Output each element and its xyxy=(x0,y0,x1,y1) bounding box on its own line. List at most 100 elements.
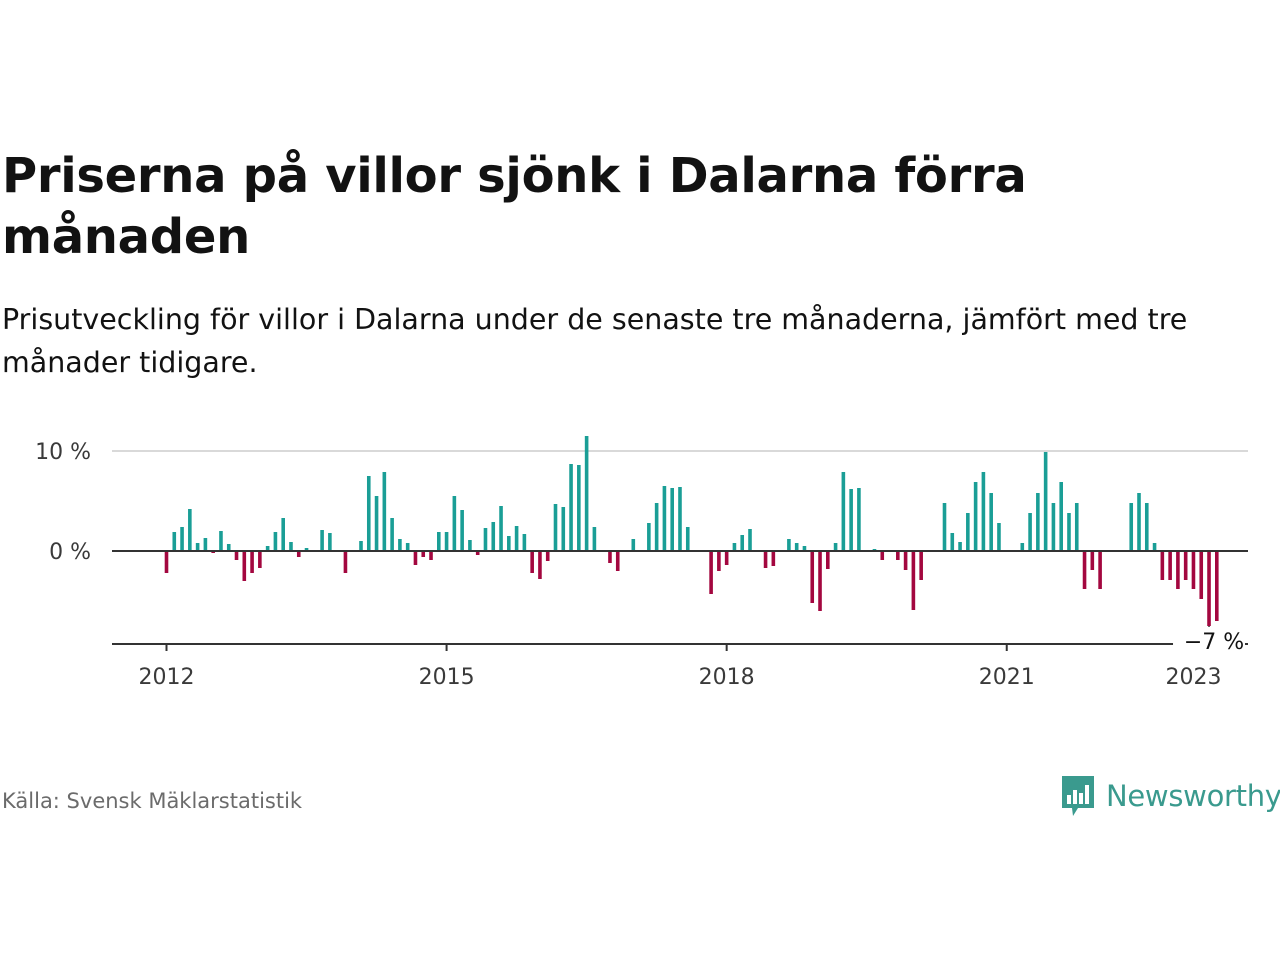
bar xyxy=(1028,513,1032,551)
bar xyxy=(514,526,519,551)
bar xyxy=(919,551,923,580)
bar xyxy=(289,542,293,551)
bar xyxy=(499,506,503,551)
bar xyxy=(1129,503,1134,551)
annotation: −7 % xyxy=(1173,626,1246,655)
bar xyxy=(849,489,853,551)
bar xyxy=(398,539,402,551)
bar xyxy=(437,532,441,551)
bar xyxy=(709,551,713,594)
bar xyxy=(421,551,426,557)
bar xyxy=(880,551,885,560)
bar xyxy=(553,504,558,551)
x-axis: 2012 2015 2018 2021 2023 xyxy=(112,550,1248,690)
bar xyxy=(265,546,270,551)
chart-subtitle: Prisutveckling för villor i Dalarna unde… xyxy=(2,303,1188,379)
bar xyxy=(250,551,254,573)
bar xyxy=(382,472,387,551)
bar xyxy=(810,551,815,603)
bar xyxy=(390,518,394,551)
bar xyxy=(203,538,208,551)
bar xyxy=(569,464,573,551)
bar xyxy=(405,543,410,551)
bar xyxy=(226,544,231,551)
bar xyxy=(172,532,177,551)
bar xyxy=(997,523,1001,551)
bar xyxy=(818,551,822,611)
bar xyxy=(1020,543,1025,551)
bar xyxy=(413,551,418,565)
bar xyxy=(483,528,488,551)
bar xyxy=(328,533,332,551)
bar xyxy=(1082,551,1087,589)
bar xyxy=(164,551,169,573)
newsworthy-logo[interactable]: Newsworthy xyxy=(1060,774,1280,818)
bar xyxy=(631,539,636,551)
bar xyxy=(343,551,348,573)
x-tick-label: 2012 xyxy=(139,665,195,690)
bar xyxy=(258,551,262,568)
bar xyxy=(833,543,838,551)
bar xyxy=(374,496,379,551)
bar xyxy=(460,510,464,551)
bar xyxy=(577,465,581,551)
newsworthy-logo-text: Newsworthy xyxy=(1106,779,1280,813)
bar xyxy=(1051,503,1056,551)
bar xyxy=(802,546,807,551)
bar xyxy=(561,507,566,551)
bar xyxy=(896,551,900,560)
bar xyxy=(475,551,480,555)
bar xyxy=(1036,493,1040,551)
bar xyxy=(678,487,682,551)
chart-title: Priserna på villor sjönk i Dalarna förra… xyxy=(2,148,1027,265)
bar xyxy=(841,472,846,551)
bar xyxy=(320,530,324,551)
bar xyxy=(538,551,542,579)
bar xyxy=(654,503,659,551)
bar xyxy=(608,551,612,563)
annotation-label: −7 % xyxy=(1184,630,1244,655)
bar xyxy=(771,551,776,566)
bar xyxy=(826,551,830,569)
bar xyxy=(1199,551,1204,599)
bar xyxy=(522,534,527,551)
bar xyxy=(234,551,239,560)
x-tick-label: 2018 xyxy=(699,665,755,690)
x-tick-label: 2023 xyxy=(1165,665,1221,690)
bar xyxy=(1176,551,1180,589)
bar xyxy=(281,518,285,551)
bar xyxy=(717,551,721,571)
bar xyxy=(1137,493,1141,551)
bar xyxy=(180,527,184,551)
bar xyxy=(685,527,690,551)
bar xyxy=(787,539,791,551)
bar xyxy=(903,551,908,570)
bar xyxy=(647,523,651,551)
bar xyxy=(1074,503,1079,551)
bar xyxy=(989,493,993,551)
bar xyxy=(195,543,200,551)
bar xyxy=(359,541,363,551)
bar xyxy=(304,548,309,551)
bar xyxy=(724,551,729,565)
bar xyxy=(981,472,986,551)
bar xyxy=(366,476,371,551)
bar xyxy=(468,540,472,551)
bar xyxy=(732,543,737,551)
bar xyxy=(1168,551,1172,580)
y-tick-label: 0 % xyxy=(49,540,91,565)
bar xyxy=(670,488,674,551)
bar xyxy=(1183,551,1188,580)
bars xyxy=(164,436,1219,626)
bar xyxy=(507,536,511,551)
bar xyxy=(662,486,667,551)
annotation-background xyxy=(1173,627,1246,653)
bar xyxy=(942,503,947,551)
y-axis-labels: 0 % 10 % xyxy=(35,440,91,565)
bar xyxy=(452,496,457,551)
bar xyxy=(1043,452,1048,551)
bar xyxy=(242,551,247,581)
bar xyxy=(296,551,301,557)
x-tick-label: 2015 xyxy=(419,665,475,690)
bar xyxy=(763,551,768,568)
